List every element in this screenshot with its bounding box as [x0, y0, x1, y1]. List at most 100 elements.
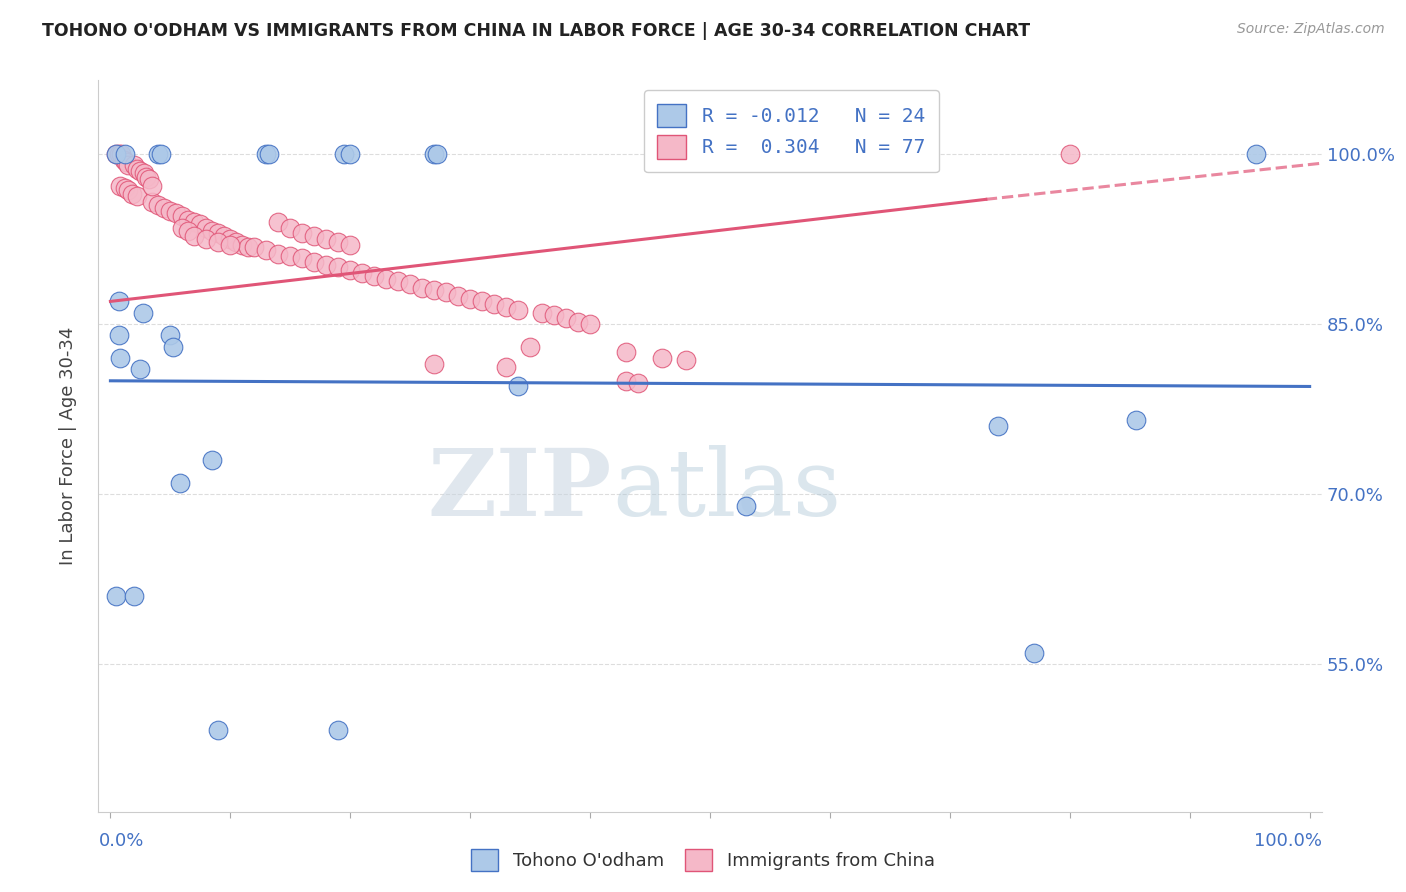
- Point: [177, 224, 200, 238]
- Point: [207, 235, 229, 250]
- Point: [304, 228, 326, 243]
- Point: [148, 147, 170, 161]
- Point: [267, 215, 290, 229]
- Legend: R = -0.012   N = 24, R =  0.304   N = 77: R = -0.012 N = 24, R = 0.304 N = 77: [644, 90, 939, 172]
- Point: [1059, 147, 1081, 161]
- Text: 0.0%: 0.0%: [98, 832, 143, 850]
- Point: [328, 723, 350, 737]
- Point: [339, 237, 361, 252]
- Point: [117, 183, 139, 197]
- Point: [169, 475, 191, 490]
- Point: [291, 252, 314, 266]
- Point: [579, 317, 602, 331]
- Point: [108, 178, 131, 193]
- Text: TOHONO O'ODHAM VS IMMIGRANTS FROM CHINA IN LABOR FORCE | AGE 30-34 CORRELATION C: TOHONO O'ODHAM VS IMMIGRANTS FROM CHINA …: [42, 22, 1031, 40]
- Point: [555, 311, 578, 326]
- Point: [614, 345, 637, 359]
- Point: [363, 269, 385, 284]
- Point: [267, 247, 290, 261]
- Point: [278, 220, 301, 235]
- Point: [482, 296, 505, 310]
- Point: [162, 340, 184, 354]
- Point: [387, 274, 409, 288]
- Point: [1125, 413, 1147, 427]
- Point: [138, 172, 160, 186]
- Point: [159, 328, 181, 343]
- Point: [132, 166, 155, 180]
- Point: [165, 206, 187, 220]
- Point: [105, 147, 128, 161]
- Point: [129, 362, 152, 376]
- Point: [315, 232, 337, 246]
- Point: [254, 244, 277, 258]
- Point: [447, 289, 470, 303]
- Point: [183, 215, 205, 229]
- Point: [328, 260, 350, 275]
- Point: [159, 203, 181, 218]
- Point: [627, 376, 650, 390]
- Point: [195, 220, 218, 235]
- Point: [108, 294, 131, 309]
- Point: [543, 308, 565, 322]
- Point: [291, 227, 314, 241]
- Point: [132, 306, 155, 320]
- Point: [339, 147, 361, 161]
- Point: [243, 240, 266, 254]
- Y-axis label: In Labor Force | Age 30-34: In Labor Force | Age 30-34: [59, 326, 77, 566]
- Point: [426, 147, 449, 161]
- Point: [219, 232, 242, 246]
- Point: [172, 220, 194, 235]
- Point: [121, 186, 143, 201]
- Point: [105, 589, 128, 603]
- Point: [257, 147, 280, 161]
- Point: [567, 315, 589, 329]
- Point: [201, 453, 224, 467]
- Point: [735, 499, 758, 513]
- Point: [105, 147, 128, 161]
- Point: [219, 237, 242, 252]
- Point: [675, 353, 697, 368]
- Point: [423, 357, 446, 371]
- Point: [141, 194, 163, 209]
- Point: [254, 147, 277, 161]
- Point: [352, 266, 374, 280]
- Point: [201, 224, 224, 238]
- Point: [411, 281, 433, 295]
- Point: [531, 306, 554, 320]
- Point: [117, 158, 139, 172]
- Point: [125, 189, 148, 203]
- Point: [114, 147, 136, 161]
- Point: [207, 227, 229, 241]
- Point: [124, 589, 146, 603]
- Point: [110, 147, 132, 161]
- Point: [148, 198, 170, 212]
- Point: [278, 249, 301, 263]
- Point: [238, 240, 260, 254]
- Point: [471, 294, 494, 309]
- Point: [125, 161, 148, 176]
- Point: [114, 181, 136, 195]
- Point: [651, 351, 673, 365]
- Point: [495, 300, 517, 314]
- Point: [183, 228, 205, 243]
- Point: [434, 285, 457, 300]
- Point: [188, 217, 212, 231]
- Point: [153, 202, 176, 216]
- Point: [112, 153, 135, 167]
- Point: [124, 158, 146, 172]
- Point: [214, 228, 236, 243]
- Point: [108, 328, 131, 343]
- Point: [172, 210, 194, 224]
- Point: [195, 232, 218, 246]
- Point: [141, 178, 163, 193]
- Point: [315, 258, 337, 272]
- Text: atlas: atlas: [612, 445, 841, 535]
- Point: [328, 235, 350, 250]
- Point: [423, 147, 446, 161]
- Point: [519, 340, 541, 354]
- Point: [149, 147, 172, 161]
- Point: [225, 235, 247, 250]
- Point: [129, 164, 152, 178]
- Point: [423, 283, 446, 297]
- Point: [304, 254, 326, 268]
